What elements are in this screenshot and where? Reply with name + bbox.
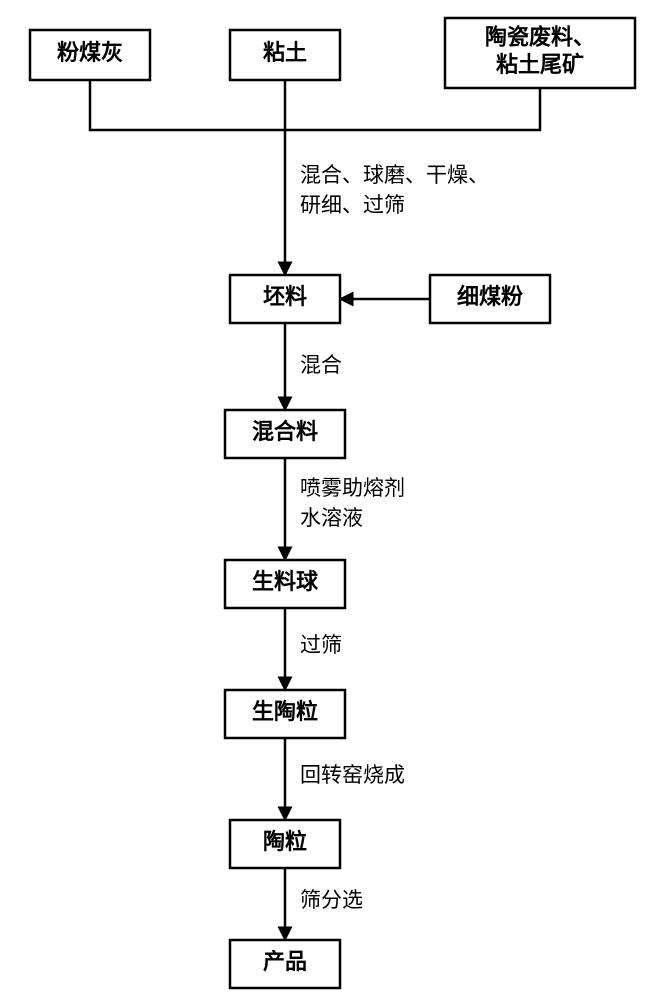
flow-edge-label: 研细、过筛: [300, 193, 405, 217]
flow-node-label: 生陶粒: [252, 699, 318, 724]
flow-edge-label: 筛分选: [300, 888, 363, 912]
flow-node-label: 坯料: [263, 284, 307, 309]
flow-node-label: 产品: [263, 949, 307, 974]
flow-node-raw_ceramsite: 生陶粒: [225, 690, 345, 738]
flow-edge-label: 水溶液: [300, 506, 363, 530]
flow-node-label: 混合料: [252, 419, 318, 444]
flow-node-fine_coal: 细煤粉: [430, 275, 550, 323]
flow-node-label: 粉煤灰: [57, 40, 123, 65]
flow-node-label: 生料球: [252, 569, 319, 594]
flow-node-ceramsite: 陶粒: [230, 820, 340, 868]
flow-node-label: 陶粒: [263, 829, 307, 854]
flow-node-blank: 坯料: [230, 275, 340, 323]
flow-node-product: 产品: [230, 940, 340, 988]
flow-node-mixture: 混合料: [225, 410, 345, 458]
flow-node-clay: 粘土: [230, 30, 340, 80]
flowchart-stage: 混合、球磨、干燥、研细、过筛混合喷雾助熔剂水溶液过筛回转窑烧成筛分选粉煤灰粘土陶…: [0, 0, 664, 1000]
flow-node-label: 粘土: [263, 40, 307, 65]
flow-edge-label: 回转窑烧成: [300, 763, 405, 787]
flow-edge-label: 过筛: [300, 633, 342, 657]
flow-node-raw_ball: 生料球: [225, 560, 345, 608]
flow-node-label: 细煤粉: [457, 284, 523, 309]
flow-node-fly_ash: 粉煤灰: [30, 30, 150, 80]
flow-edge-label: 混合、球磨、干燥、: [300, 163, 489, 187]
flow-edge-label: 混合: [300, 353, 342, 377]
flow-node-label: 陶瓷废料、: [485, 24, 595, 49]
flow-node-ceramic_waste: 陶瓷废料、粘土尾矿: [445, 18, 635, 88]
flow-edge-label: 喷雾助熔剂: [300, 476, 405, 500]
flow-node-label: 粘土尾矿: [496, 52, 584, 77]
